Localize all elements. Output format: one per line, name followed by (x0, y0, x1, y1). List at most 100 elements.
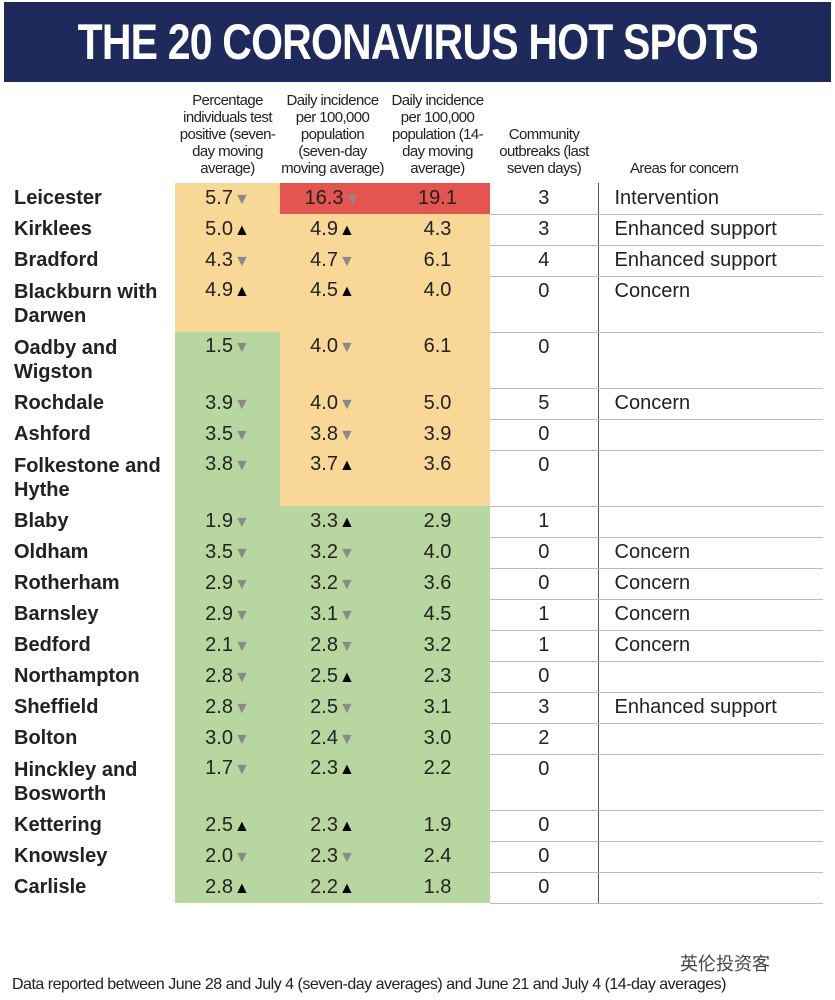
trend-arrow: ▲ (338, 514, 355, 531)
trend-arrow: ▼ (233, 700, 250, 717)
area-name: Blackburn with Darwen (14, 281, 158, 327)
metric-value: 2.0 (205, 845, 233, 867)
trend-arrow: ▼ (233, 761, 250, 778)
trend-arrow: ▼ (233, 731, 250, 748)
trend-arrow: ▲ (338, 222, 355, 239)
trend-arrow: ▼ (233, 253, 250, 270)
metric-cell: 4.5 (385, 599, 490, 630)
trend-arrow: ▲ (338, 457, 355, 474)
outbreaks: 1 (490, 599, 598, 631)
metric-cell: 4.0 (385, 276, 490, 332)
metric-value: 4.0 (310, 335, 338, 357)
trend-arrow: ▲ (338, 818, 355, 835)
outbreaks: 0 (490, 419, 598, 451)
metric-cell: 4.3▼ (175, 245, 280, 276)
metric-cell: 3.8▼ (175, 450, 280, 506)
metric-value: 1.9 (205, 510, 233, 532)
outbreaks: 4 (490, 245, 598, 277)
column-header: Areas for concern (630, 160, 739, 177)
table-row: Folkestone and Hythe 3.8▼ 3.7▲ 3.6 0 (12, 450, 823, 507)
concern (597, 450, 823, 507)
metric-cell: 3.5▼ (175, 537, 280, 568)
metric-value: 4.5 (310, 279, 338, 301)
metric-cell: 1.5▼ (175, 332, 280, 388)
metric-value: 3.0 (423, 727, 452, 749)
metric-cell: 2.8▼ (175, 692, 280, 723)
outbreaks: 3 (490, 692, 598, 724)
concern: Concern (597, 568, 823, 600)
metric-value: 2.9 (423, 510, 452, 532)
trend-arrow: ▼ (344, 191, 361, 208)
table-row: Hinckley and Bosworth 1.7▼ 2.3▲ 2.2 0 (12, 754, 823, 811)
area-name: Ashford (14, 423, 91, 445)
metric-value: 16.3 (304, 187, 344, 209)
metric-value: 6.1 (423, 249, 452, 271)
metric-cell: 3.2▼ (280, 537, 385, 568)
trend-arrow: ▲ (338, 880, 355, 897)
metric-cell: 3.0 (385, 723, 490, 754)
header-row: Percentage individuals test positive (se… (12, 92, 823, 183)
metric-value: 2.3 (310, 757, 338, 779)
metric-cell: 4.0 (385, 537, 490, 568)
metric-value: 4.3 (205, 249, 233, 271)
trend-arrow: ▼ (233, 457, 250, 474)
metric-cell: 5.7▼ (175, 183, 280, 214)
metric-value: 1.5 (205, 335, 233, 357)
concern (597, 419, 823, 451)
trend-arrow: ▼ (338, 731, 355, 748)
metric-value: 3.5 (205, 541, 233, 563)
metric-value: 2.9 (205, 572, 233, 594)
metric-cell: 4.7▼ (280, 245, 385, 276)
metric-value: 3.2 (310, 572, 338, 594)
metric-value: 4.5 (423, 603, 452, 625)
trend-arrow: ▼ (233, 638, 250, 655)
area-name: Sheffield (14, 696, 99, 718)
table-row: Sheffield 2.8▼ 2.5▼ 3.1 3 Enhanced support (12, 692, 823, 724)
area-name: Kirklees (14, 218, 92, 240)
metric-cell: 2.0▼ (175, 841, 280, 872)
area-name: Oadby and Wigston (14, 337, 118, 383)
metric-cell: 3.9▼ (175, 388, 280, 419)
outbreaks: 1 (490, 506, 598, 538)
metric-value: 1.7 (205, 757, 233, 779)
column-header: Percentage individuals test positive (se… (179, 92, 276, 177)
metric-value: 4.0 (310, 392, 338, 414)
table-row: Leicester 5.7▼ 16.3▼ 19.1 3 Intervention (12, 183, 823, 215)
metric-cell: 3.7▲ (280, 450, 385, 506)
concern (597, 332, 823, 389)
trend-arrow: ▼ (338, 607, 355, 624)
outbreaks: 0 (490, 810, 598, 842)
metric-value: 4.7 (310, 249, 338, 271)
concern (597, 506, 823, 538)
metric-cell: 2.8▼ (175, 661, 280, 692)
metric-cell: 3.3▲ (280, 506, 385, 537)
metric-value: 3.7 (310, 453, 338, 475)
metric-cell: 2.2 (385, 754, 490, 810)
metric-cell: 4.5▲ (280, 276, 385, 332)
outbreaks: 0 (490, 568, 598, 600)
metric-value: 3.9 (205, 392, 233, 414)
watermark: 英伦投资客 (680, 954, 770, 974)
table-row: Oldham 3.5▼ 3.2▼ 4.0 0 Concern (12, 537, 823, 569)
table-row: Carlisle 2.8▲ 2.2▲ 1.8 0 (12, 872, 823, 904)
metric-value: 2.8 (205, 876, 233, 898)
area-name: Rochdale (14, 392, 105, 414)
metric-cell: 3.9 (385, 419, 490, 450)
title-bar: THE 20 CORONAVIRUS HOT SPOTS (4, 2, 831, 82)
outbreaks: 0 (490, 537, 598, 569)
hotspot-table: Percentage individuals test positive (se… (12, 92, 823, 904)
trend-arrow: ▲ (338, 761, 355, 778)
metric-value: 3.2 (423, 634, 452, 656)
metric-cell: 1.9 (385, 810, 490, 841)
metric-value: 5.0 (423, 392, 452, 414)
metric-cell: 2.5▼ (280, 692, 385, 723)
metric-value: 19.1 (418, 187, 457, 209)
area-name: Barnsley (14, 603, 99, 625)
metric-cell: 2.8▲ (175, 872, 280, 903)
trend-arrow: ▼ (233, 545, 250, 562)
table-row: Kettering 2.5▲ 2.3▲ 1.9 0 (12, 810, 823, 842)
metric-value: 5.7 (205, 187, 233, 209)
table-row: Northampton 2.8▼ 2.5▲ 2.3 0 (12, 661, 823, 693)
metric-cell: 3.1▼ (280, 599, 385, 630)
area-name: Kettering (14, 814, 102, 836)
